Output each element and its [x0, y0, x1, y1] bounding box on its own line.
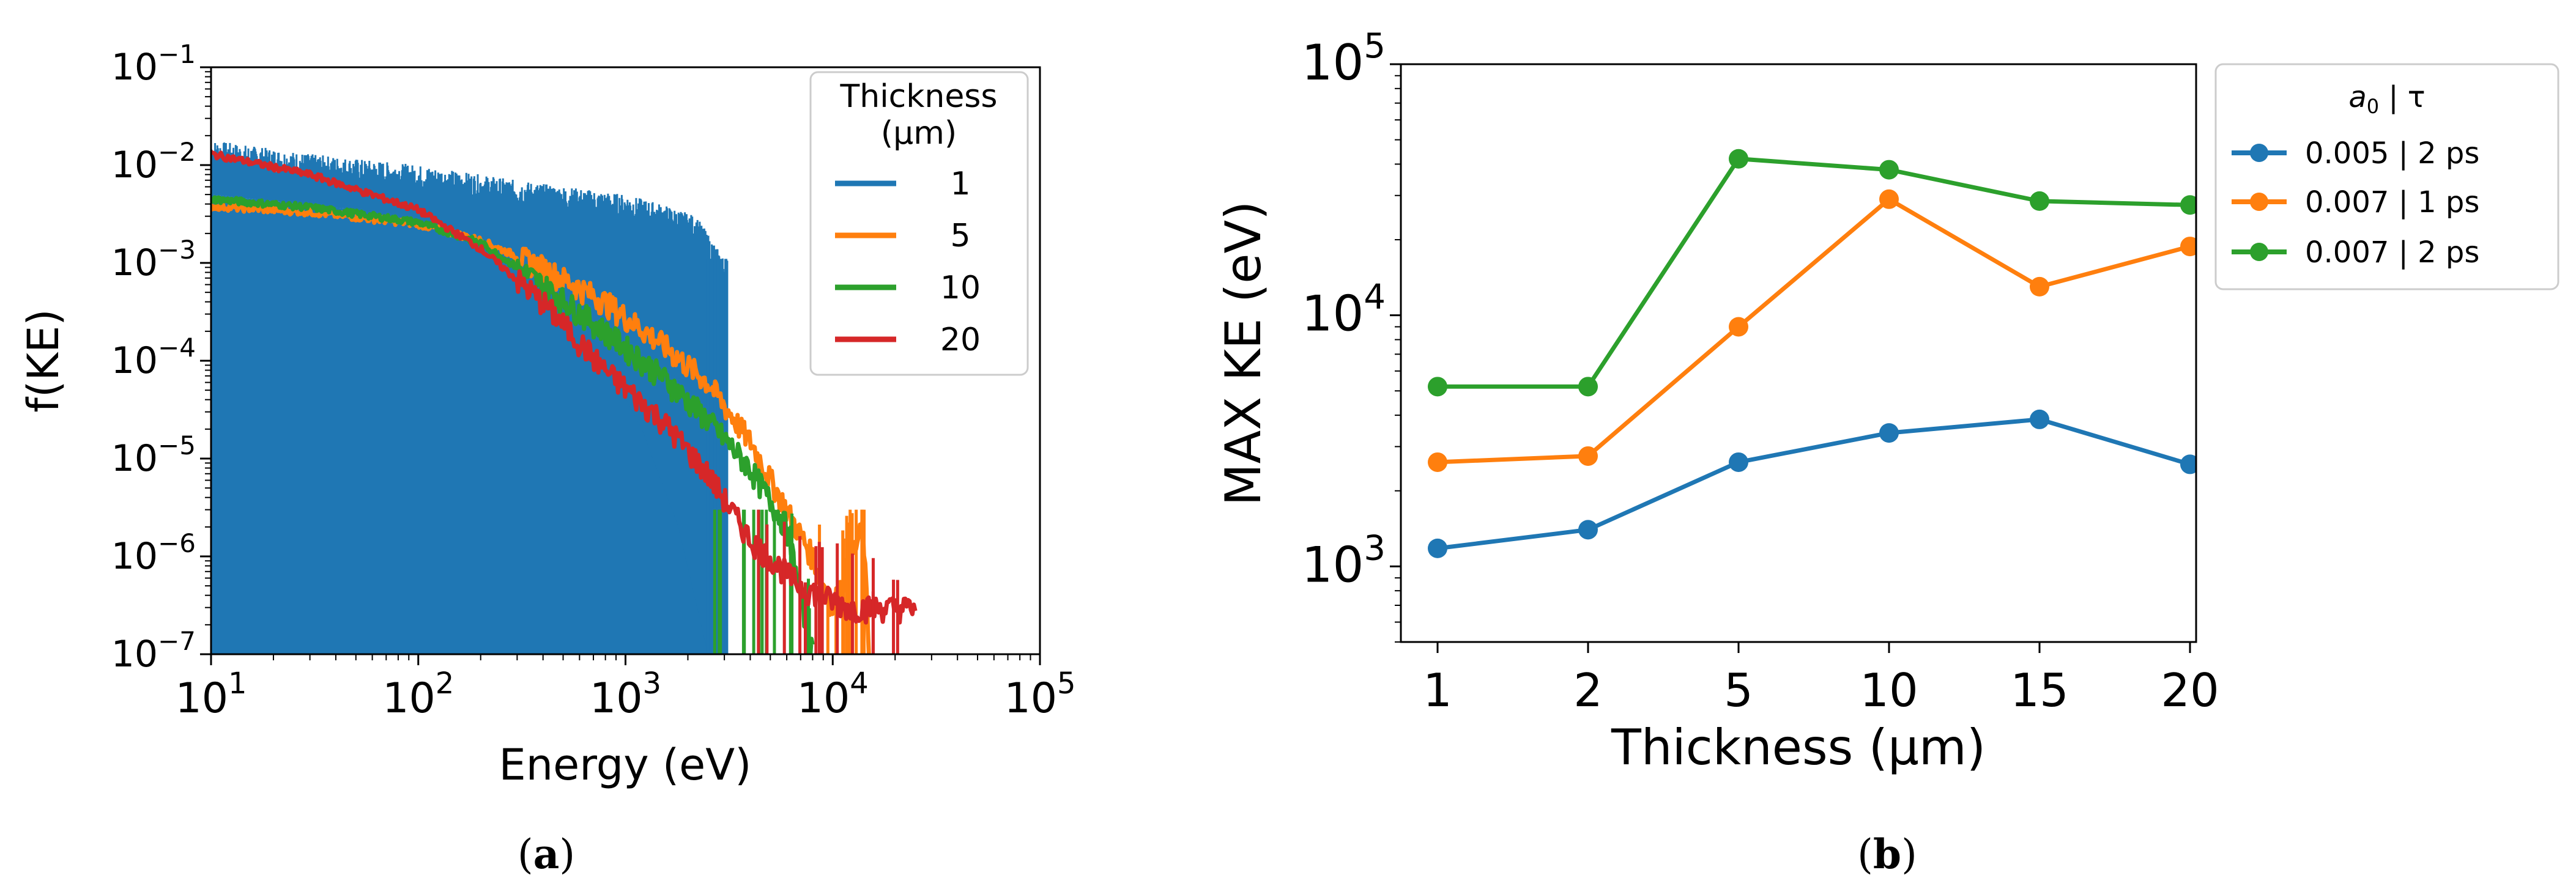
panel-a-xtick-label: 105	[1004, 666, 1075, 723]
panel-a-xtick-label: 102	[382, 666, 454, 723]
legend-b-label-3: 0.007 | 2 ps	[2305, 235, 2479, 270]
panel-a-ytick-label: 10−2	[111, 137, 196, 186]
panel-b-xtick-label: 1	[1423, 663, 1452, 717]
series-b2-point	[2030, 276, 2049, 297]
panel-a-caption: (a)	[518, 830, 575, 878]
panel-b-xtick-label: 5	[1724, 663, 1753, 717]
series-b1-line	[1437, 417, 2191, 551]
legend-b-label-1: 0.005 | 2 ps	[2305, 136, 2479, 171]
series-b1-point	[2180, 454, 2196, 474]
panel-a-ticks: 101 102 103 104 10510−710−610−510−410−310−21…	[111, 39, 1076, 723]
series-20-line	[211, 150, 918, 625]
panel-b-ylabel: MAX KE (eV)	[1215, 201, 1272, 506]
panel-b-legend-title: a0 | τ	[2348, 80, 2425, 118]
panel-a-legend-title: Thickness	[839, 78, 997, 115]
series-b2-point	[2180, 237, 2196, 257]
panel-a-xtick-label: 103	[590, 666, 661, 723]
legend-a-label-1: 1	[950, 166, 970, 202]
series-b2-point	[1428, 452, 1447, 472]
panel-b-xtick-label: 2	[1573, 663, 1603, 717]
panel-a-ytick-label: 10−4	[111, 333, 196, 382]
series-10-line	[211, 195, 815, 654]
panel-a-legend-box	[809, 71, 1029, 376]
panel-a-ytick-label: 10−7	[111, 626, 196, 676]
legend-b-marker-2	[2250, 193, 2268, 211]
series-b3-point	[1879, 160, 1899, 180]
series-b3-line	[1438, 157, 2191, 389]
panel-a-ytick-label: 10−1	[111, 39, 196, 89]
series-b1-point	[1428, 538, 1447, 558]
panel-b-xtick-label: 10	[1860, 663, 1918, 717]
panel-a-ylabel: f(KE)	[18, 309, 69, 412]
series-b3-point	[2030, 191, 2049, 211]
panel-a-ytick-label: 10−6	[111, 528, 196, 578]
series-b1-point	[2030, 409, 2049, 429]
panel-a-legend-title-unit: (µm)	[881, 115, 957, 152]
panel-b-plot-area	[1428, 149, 2196, 558]
series-b1-point	[1879, 423, 1899, 443]
panel-b-legend-box	[2214, 63, 2559, 290]
panel-a-xtick-label: 104	[797, 666, 869, 723]
legend-a-label-3: 10	[940, 270, 981, 306]
panel-b-xtick-label: 20	[2161, 663, 2219, 717]
series-b1-point	[1578, 520, 1598, 540]
panel-b-ytick-label: 103	[1302, 528, 1386, 593]
panel-a-legend: Thickness (µm) 1 5 10 20	[809, 71, 1029, 376]
panel-a-ytick-label: 10−3	[111, 235, 196, 284]
series-b3-point	[1729, 149, 1748, 169]
legend-b-label-2: 0.007 | 1 ps	[2305, 185, 2479, 219]
panel-b-xlabel: Thickness (µm)	[1611, 719, 1986, 776]
series-b2-point	[1729, 317, 1748, 337]
series-b3-point	[1428, 377, 1447, 397]
legend-a-label-4: 20	[940, 322, 981, 358]
series-1-body	[211, 194, 708, 654]
panel-a-xlabel: Energy (eV)	[499, 740, 752, 790]
panel-b-ytick-label: 105	[1302, 26, 1386, 91]
panel-a-ytick-label: 10−5	[111, 430, 196, 480]
series-1-band	[211, 142, 729, 654]
series-b2-line	[1437, 196, 2191, 465]
panel-b: 1 2 5 10 15 20 103 104 105 Thickness (µm) MAX KE…	[1215, 26, 2559, 878]
panel-a: 101 102 103 104 10510−710−610−510−410−310−21…	[18, 39, 1076, 878]
panel-b-axes-frame	[1400, 63, 2197, 643]
legend-a-label-2: 5	[950, 218, 970, 254]
legend-b-marker-3	[2250, 243, 2268, 261]
panel-b-legend: a0 | τ 0.005 | 2 ps 0.007 | 1 ps 0.007 |…	[2214, 63, 2559, 290]
series-b2-point	[1879, 189, 1899, 209]
series-b3-point	[2180, 195, 2196, 215]
panel-b-ticks: 1 2 5 10 15 20 103 104 105	[1302, 26, 2219, 717]
panel-b-caption: (b)	[1857, 830, 1917, 878]
series-b1-point	[1729, 452, 1748, 472]
legend-b-marker-1	[2250, 144, 2268, 162]
series-b3-point	[1578, 377, 1598, 397]
panel-a-xtick-label: 101	[175, 666, 247, 723]
panel-b-ytick-label: 104	[1302, 278, 1386, 342]
panel-a-plot-area	[211, 142, 918, 654]
series-b2-point	[1578, 446, 1598, 466]
panel-b-xtick-label: 15	[2010, 663, 2068, 717]
